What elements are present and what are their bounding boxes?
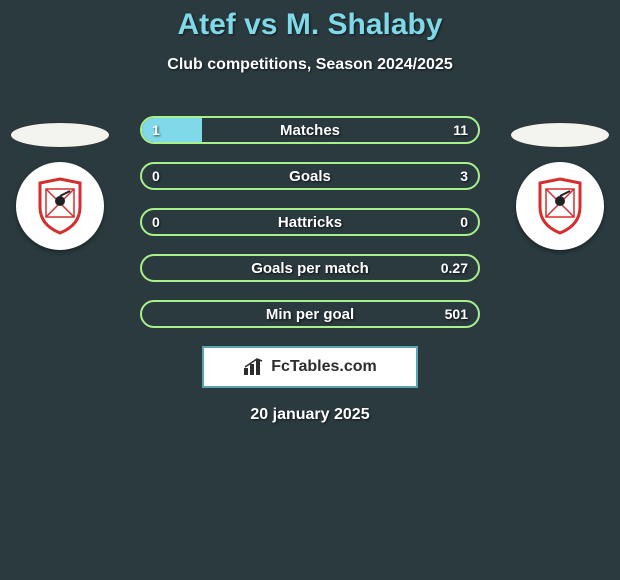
shield-icon (536, 177, 584, 235)
stat-row: 111Matches (140, 116, 480, 144)
page-title: Atef vs M. Shalaby (0, 8, 620, 42)
stat-row: 0.27Goals per match (140, 254, 480, 282)
stats-panel: 111Matches 03Goals 00Hattricks 0.27Goals pe… (140, 116, 480, 328)
stat-label: Goals (142, 164, 478, 188)
stat-row: 501Min per goal (140, 300, 480, 328)
date-label: 20 january 2025 (0, 406, 620, 424)
brand-label: FcTables.com (271, 358, 377, 376)
stat-label: Hattricks (142, 210, 478, 234)
stat-row: 00Hattricks (140, 208, 480, 236)
stat-label: Min per goal (142, 302, 478, 326)
player-photo-left (10, 122, 110, 148)
player-photo-right (510, 122, 610, 148)
club-badge-left (16, 162, 104, 250)
stat-row: 03Goals (140, 162, 480, 190)
player-right-panel (510, 122, 610, 250)
subtitle: Club competitions, Season 2024/2025 (0, 56, 620, 74)
bars-icon (243, 358, 265, 376)
stat-label: Matches (142, 118, 478, 142)
brand-box[interactable]: FcTables.com (202, 346, 418, 388)
shield-icon (36, 177, 84, 235)
stat-label: Goals per match (142, 256, 478, 280)
club-badge-right (516, 162, 604, 250)
player-left-panel (10, 122, 110, 250)
